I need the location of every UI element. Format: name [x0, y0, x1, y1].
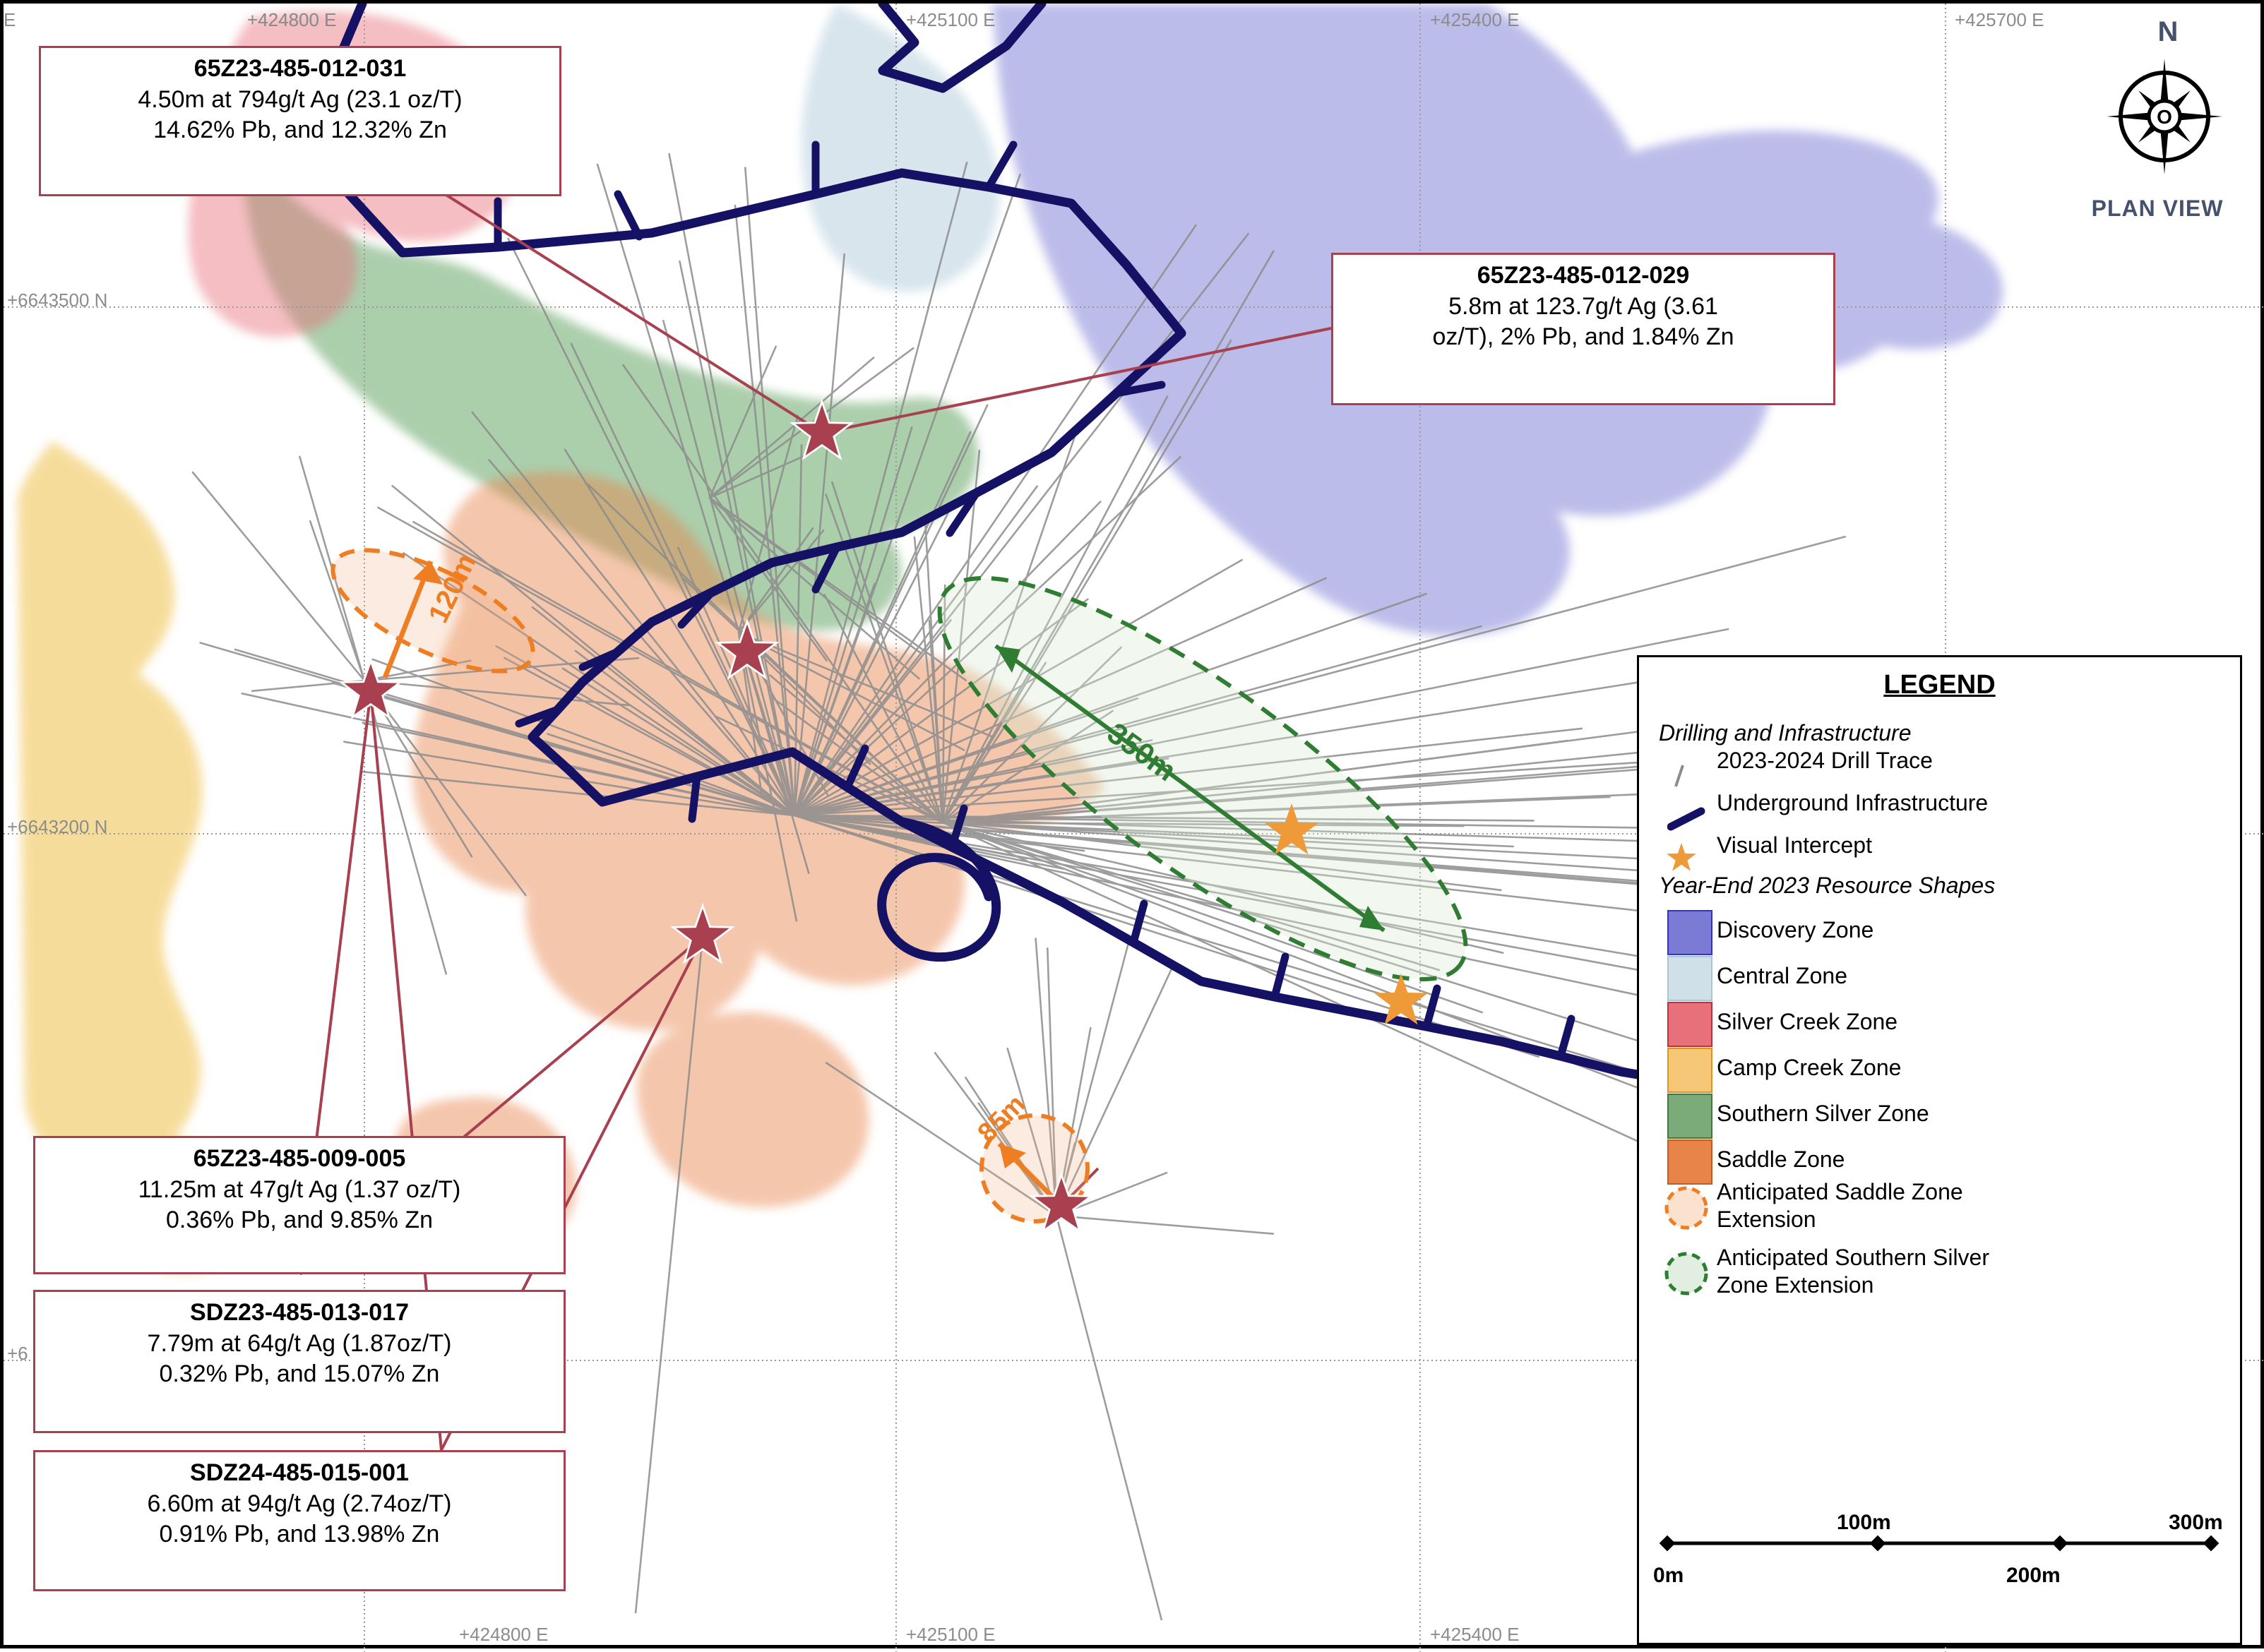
svg-text:100m: 100m	[1837, 1511, 1891, 1534]
svg-text:0m: 0m	[1653, 1564, 1684, 1587]
svg-text:O: O	[2157, 106, 2172, 128]
svg-text:200m: 200m	[2006, 1564, 2061, 1587]
svg-text:300m: 300m	[2169, 1511, 2223, 1534]
